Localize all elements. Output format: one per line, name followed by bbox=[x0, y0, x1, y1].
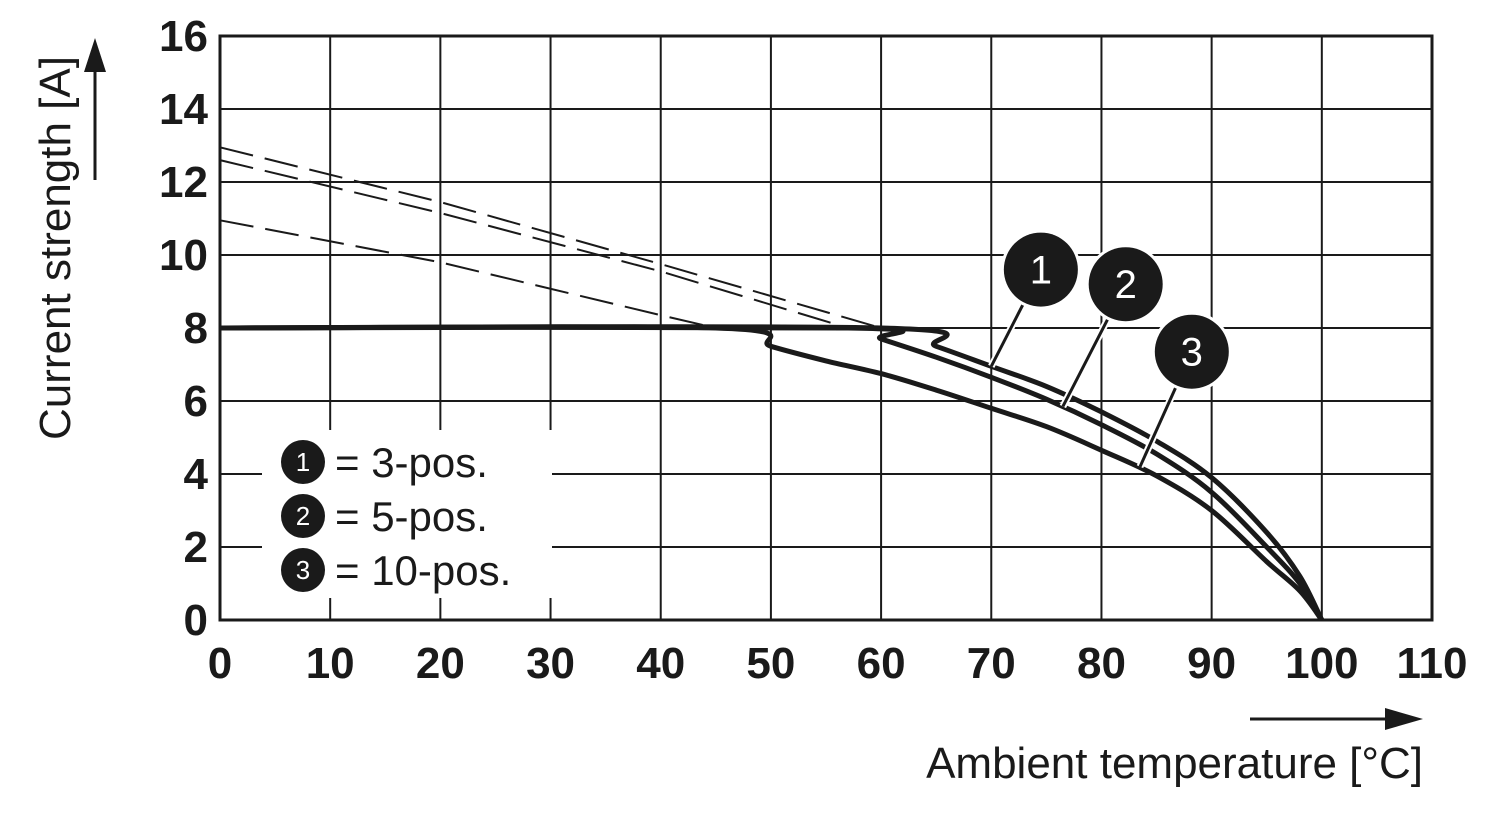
legend-label-2: = 5-pos. bbox=[335, 493, 488, 540]
curve-marker-1-leader bbox=[989, 301, 1026, 368]
x-tick-label-50: 50 bbox=[746, 639, 795, 688]
curve-marker-3-leader bbox=[1138, 384, 1178, 468]
y-tick-label-0: 0 bbox=[184, 596, 208, 645]
series-line-2-extrapolated bbox=[219, 159, 849, 329]
curve-marker-2: 2 bbox=[1059, 244, 1166, 409]
x-tick-label-40: 40 bbox=[636, 639, 685, 688]
x-tick-label-10: 10 bbox=[306, 639, 355, 688]
legend-marker-2-number: 2 bbox=[296, 501, 310, 531]
y-tick-label-12: 12 bbox=[159, 158, 208, 207]
y-axis-arrow-icon bbox=[84, 38, 106, 180]
curve-marker-3-label: 3 bbox=[1181, 331, 1203, 375]
series-line-2 bbox=[219, 324, 1324, 622]
y-tick-label-14: 14 bbox=[159, 85, 208, 134]
legend-marker-2-icon bbox=[281, 494, 325, 538]
series-line-3 bbox=[219, 324, 1324, 622]
curve-marker-3-badge-icon bbox=[1154, 314, 1229, 389]
y-axis-title: Current strength [A] bbox=[31, 56, 80, 440]
x-tick-label-100: 100 bbox=[1285, 639, 1358, 688]
x-tick-label-80: 80 bbox=[1077, 639, 1126, 688]
series-line-1-extrapolated bbox=[219, 146, 882, 329]
curve-marker-2-label: 2 bbox=[1115, 263, 1137, 307]
legend: 1 = 3-pos. 2 = 5-pos. 3 = 10-pos. bbox=[262, 430, 552, 598]
curve-marker-2-badge-icon bbox=[1088, 247, 1163, 322]
legend-label-1: = 3-pos. bbox=[335, 439, 488, 486]
x-tick-label-60: 60 bbox=[857, 639, 906, 688]
legend-item-3: 3 = 10-pos. bbox=[281, 547, 511, 594]
curve-marker-3: 3 bbox=[1136, 311, 1232, 469]
y-tick-label-16: 16 bbox=[159, 12, 208, 61]
x-tick-label-70: 70 bbox=[967, 639, 1016, 688]
y-tick-labels: 0 2 4 6 8 10 12 14 16 bbox=[159, 12, 208, 645]
legend-marker-3-number: 3 bbox=[296, 555, 310, 585]
x-tick-labels: 0 10 20 30 40 50 60 70 80 90 100 110 bbox=[208, 639, 1468, 688]
curve-marker-1-badge-icon bbox=[1003, 232, 1078, 307]
legend-marker-1-number: 1 bbox=[296, 447, 310, 477]
curve-marker-1-label: 1 bbox=[1030, 249, 1052, 293]
x-axis-arrow-icon bbox=[1250, 708, 1423, 730]
x-tick-label-0: 0 bbox=[208, 639, 232, 688]
y-tick-label-6: 6 bbox=[184, 377, 208, 426]
x-tick-label-20: 20 bbox=[416, 639, 465, 688]
x-tick-label-90: 90 bbox=[1187, 639, 1236, 688]
y-tick-label-10: 10 bbox=[159, 231, 208, 280]
x-tick-label-110: 110 bbox=[1397, 639, 1468, 688]
series-group bbox=[219, 146, 1325, 622]
legend-marker-1-icon bbox=[281, 440, 325, 484]
series-line-3-extrapolated bbox=[219, 219, 717, 329]
y-tick-label-4: 4 bbox=[184, 450, 209, 499]
legend-marker-3-icon bbox=[281, 548, 325, 592]
y-tick-label-8: 8 bbox=[184, 304, 208, 353]
legend-label-3: = 10-pos. bbox=[335, 547, 511, 594]
curve-marker-2-leader bbox=[1061, 316, 1111, 408]
curve-markers: 1 23 bbox=[988, 229, 1232, 469]
legend-item-1: 1 = 3-pos. bbox=[281, 439, 488, 486]
x-axis-title: Ambient temperature [°C] bbox=[926, 739, 1423, 788]
x-tick-label-30: 30 bbox=[526, 639, 575, 688]
y-tick-label-2: 2 bbox=[184, 523, 208, 572]
legend-item-2: 2 = 5-pos. bbox=[281, 493, 488, 540]
curve-marker-1: 1 bbox=[988, 229, 1081, 368]
